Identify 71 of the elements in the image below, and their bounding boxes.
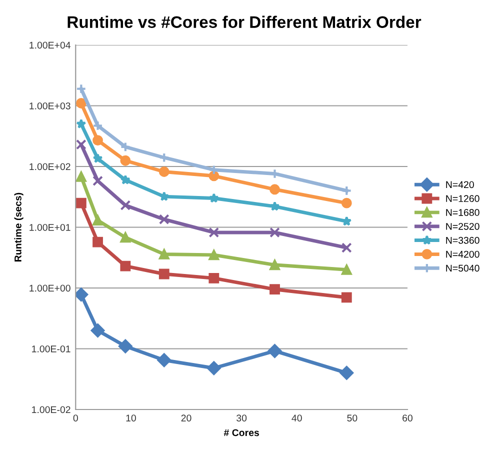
point xyxy=(92,120,103,131)
x-axis-title: # Cores xyxy=(224,429,259,436)
point xyxy=(208,227,220,238)
point xyxy=(341,185,352,196)
y-tick-label: 1.00E+03 xyxy=(30,102,70,110)
point xyxy=(76,98,86,108)
point xyxy=(341,198,352,208)
x-tick-label: 30 xyxy=(236,414,247,422)
point xyxy=(208,272,220,284)
point xyxy=(92,176,103,186)
x-tick-label: 50 xyxy=(347,414,358,422)
point xyxy=(76,118,86,128)
point xyxy=(158,268,170,280)
x-tick-label: 0 xyxy=(73,414,78,422)
point xyxy=(341,292,352,303)
point xyxy=(76,139,86,150)
legend-label: N=4200 xyxy=(446,250,480,258)
legend-label: N=1680 xyxy=(446,209,480,216)
point xyxy=(206,361,221,376)
point xyxy=(120,260,131,272)
point xyxy=(158,152,170,163)
point xyxy=(76,198,86,208)
point xyxy=(157,353,172,368)
point xyxy=(158,166,170,177)
legend-label: N=3360 xyxy=(446,236,480,244)
chart-title: Runtime vs #Cores for Different Matrix Order xyxy=(68,16,422,28)
x-tick-label: 10 xyxy=(126,414,136,422)
point xyxy=(341,242,352,253)
point xyxy=(90,324,105,338)
point xyxy=(120,174,130,184)
point xyxy=(92,153,103,163)
x-tick-label: 40 xyxy=(292,414,302,422)
point xyxy=(342,216,352,226)
point xyxy=(76,288,88,302)
point xyxy=(270,227,280,238)
x-tick-label: 20 xyxy=(181,414,192,422)
point xyxy=(92,135,103,146)
legend-label: N=1260 xyxy=(446,195,480,202)
point xyxy=(120,232,131,243)
y-tick-label: 1.00E+04 xyxy=(30,42,70,49)
point xyxy=(340,366,354,380)
y-tick-label: 1.00E+00 xyxy=(30,284,70,292)
y-tick-label: 1.00E+02 xyxy=(30,163,70,170)
point xyxy=(270,284,280,295)
point xyxy=(158,248,170,260)
point xyxy=(159,191,170,201)
point xyxy=(270,201,280,211)
point xyxy=(92,236,103,248)
point xyxy=(76,171,86,182)
point xyxy=(120,142,131,152)
x-tick-label: 60 xyxy=(402,414,413,422)
legend-label: N=420 xyxy=(446,181,474,188)
point xyxy=(92,215,103,226)
point xyxy=(158,214,170,225)
y-tick-label: 1.00E+01 xyxy=(30,224,70,231)
y-tick-label: 1.00E-02 xyxy=(32,406,70,414)
point xyxy=(120,200,131,210)
point xyxy=(270,184,280,195)
legend-label: N=5040 xyxy=(446,264,480,272)
y-axis-title: Runtime (secs) xyxy=(14,192,24,262)
point xyxy=(208,193,219,203)
point xyxy=(208,170,220,182)
point xyxy=(270,260,280,270)
point xyxy=(120,155,131,166)
point xyxy=(208,250,220,260)
point xyxy=(341,264,352,275)
legend-label: N=2520 xyxy=(446,222,480,230)
point xyxy=(118,339,132,354)
y-tick-label: 1.00E-01 xyxy=(32,345,70,352)
point xyxy=(268,344,282,358)
point xyxy=(76,84,86,94)
